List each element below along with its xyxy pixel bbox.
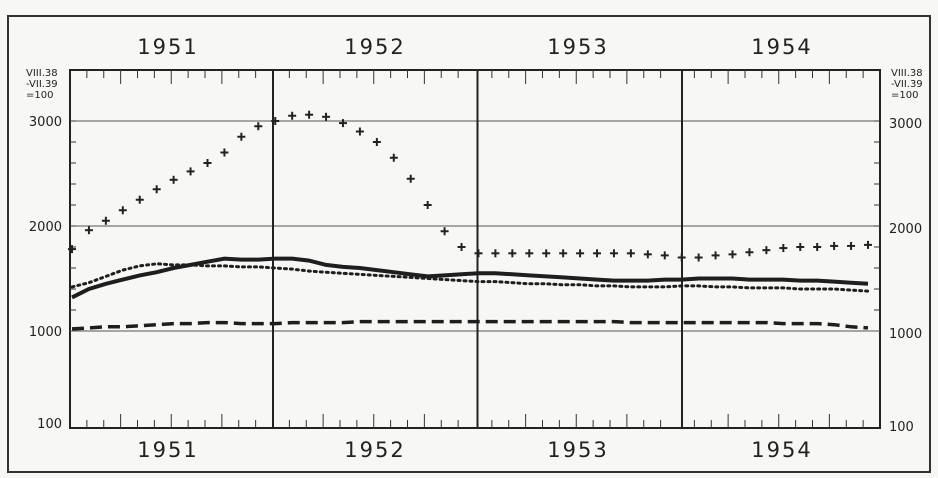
- year-label-top-1952: 1952: [344, 35, 405, 59]
- year-label-bottom-1951: 1951: [137, 438, 198, 462]
- series-crosses-point-26: [508, 249, 517, 258]
- series-crosses-point-1: [84, 226, 93, 235]
- series-crosses-point-21: [423, 201, 432, 209]
- series-crosses-point-12: [271, 117, 280, 125]
- series-crosses-point-40: [745, 248, 754, 257]
- series-dotted-line: [70, 262, 870, 293]
- labels-group: 1951 1952 1953 1954 1951 1952 1953 1954 100 100 10…: [26, 35, 923, 462]
- year-label-top-1953: 1953: [547, 35, 608, 59]
- series-crosses-point-19: [389, 153, 398, 162]
- y-tick-label-left-100: 100: [37, 417, 62, 432]
- series-crosses-point-33: [626, 249, 635, 258]
- series-crosses-point-13: [288, 111, 297, 120]
- series-crosses-point-18: [372, 138, 381, 146]
- series-crosses-point-20: [406, 174, 415, 183]
- series-crosses-point-29: [559, 249, 568, 258]
- outer-frame: [7, 15, 931, 473]
- series-crosses-point-27: [525, 249, 534, 258]
- series-crosses-point-35: [660, 251, 669, 260]
- series-crosses-point-6: [169, 175, 178, 184]
- base-note-left-line-2: =100: [26, 90, 53, 101]
- series-crosses-point-38: [711, 251, 720, 260]
- series-crosses-point-45: [830, 241, 839, 250]
- series-crosses-point-25: [491, 249, 500, 258]
- month-ticks: [70, 70, 880, 428]
- y-tick-label-right-2000: 2000: [889, 222, 922, 237]
- base-note-left-line-0: VIII.38: [26, 68, 58, 79]
- series-crosses-point-31: [593, 249, 602, 258]
- series-solid-line: [71, 256, 869, 300]
- plot-frame: [69, 69, 881, 429]
- y-tick-label-left-2000: 2000: [29, 220, 62, 235]
- series-crosses-point-22: [440, 227, 449, 236]
- year-label-top-1951: 1951: [137, 35, 198, 59]
- series-crosses-point-41: [762, 246, 771, 255]
- year-label-bottom-1952: 1952: [344, 438, 405, 462]
- year-dividers: [272, 70, 683, 428]
- series-crosses-point-34: [643, 250, 652, 259]
- series-crosses-point-2: [101, 216, 110, 225]
- series-crosses-point-14: [305, 110, 314, 119]
- series-crosses-point-43: [796, 243, 805, 251]
- year-label-bottom-1953: 1953: [547, 438, 608, 462]
- series-crosses-point-47: [864, 240, 872, 249]
- series-crosses-point-24: [474, 249, 483, 258]
- series-crosses-point-15: [322, 112, 331, 121]
- series-crosses-point-0: [68, 245, 76, 254]
- series-crosses-point-7: [186, 167, 195, 176]
- series-crosses-point-30: [576, 249, 585, 258]
- series-dashed-line: [71, 319, 869, 331]
- series-crosses-point-17: [355, 127, 364, 136]
- series-crosses-point-8: [203, 159, 212, 167]
- series-crosses-point-16: [338, 119, 347, 128]
- series-crosses-point-23: [457, 243, 466, 251]
- y-tick-label-right-3000: 3000: [889, 117, 922, 132]
- series-crosses-point-10: [237, 132, 246, 141]
- series-crosses-point-32: [609, 249, 618, 258]
- series-crosses-point-42: [779, 244, 788, 253]
- y-tick-label-left-3000: 3000: [29, 115, 62, 130]
- base-note-right-line-0: VIII.38: [891, 68, 923, 79]
- series-crosses-point-4: [135, 195, 144, 204]
- series-crosses-point-3: [118, 206, 127, 215]
- series-crosses-point-44: [813, 243, 822, 251]
- base-note-left-line-1: -VII.39: [26, 79, 58, 90]
- year-label-top-1954: 1954: [751, 35, 812, 59]
- y-tick-label-left-1000: 1000: [29, 325, 62, 340]
- y-tick-label-right-100: 100: [889, 420, 914, 435]
- series-crosses-point-39: [728, 250, 737, 259]
- year-label-bottom-1954: 1954: [751, 438, 812, 462]
- grid: [70, 120, 880, 332]
- y-tick-label-right-1000: 1000: [889, 327, 922, 342]
- base-note-right-line-1: -VII.39: [891, 79, 923, 90]
- series-crosses-point-11: [254, 122, 263, 131]
- series-crosses-point-5: [152, 185, 161, 194]
- series-crosses-point-28: [542, 249, 551, 258]
- series-group: [68, 110, 872, 331]
- series-crosses-point-36: [677, 253, 686, 262]
- series-crosses-point-46: [847, 241, 856, 250]
- series-crosses-point-9: [220, 148, 229, 157]
- base-note-right-line-2: =100: [891, 90, 918, 101]
- series-crosses-point-37: [694, 253, 703, 262]
